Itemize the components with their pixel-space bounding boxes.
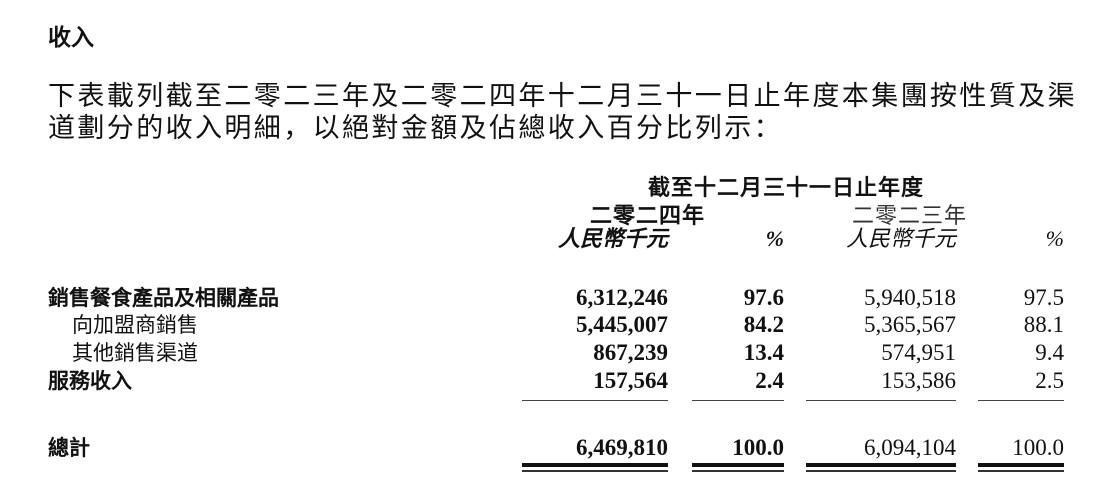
period-header: 截至十二月三十一日止年度 (648, 175, 925, 200)
col-header-pct-2024: % (765, 226, 784, 251)
year-2024-header: 二零二四年 (590, 203, 706, 228)
row-value: 2.4 (755, 368, 784, 393)
total-label: 總計 (48, 436, 90, 460)
total-double-rule (522, 463, 668, 472)
row-value: 5,445,007 (576, 312, 668, 337)
row-value: 97.6 (743, 285, 784, 310)
row-value: 9.4 (1035, 340, 1064, 365)
subtotal-rule (978, 400, 1064, 401)
section-heading: 收入 (48, 25, 94, 50)
row-value: 6,312,246 (576, 285, 668, 310)
total-double-rule (692, 463, 784, 472)
row-value: 88.1 (1023, 312, 1064, 337)
col-header-rmb-2024: 人民幣千元 (557, 226, 668, 251)
row-value: 153,586 (881, 368, 956, 393)
total-rmb-2024: 6,469,810 (576, 435, 668, 460)
subtotal-rule (522, 400, 668, 401)
row-value: 2.5 (1035, 368, 1064, 393)
row-value: 13.4 (743, 340, 784, 365)
row-label: 銷售餐食產品及相關產品 (48, 286, 279, 310)
row-value: 97.5 (1023, 285, 1064, 310)
row-value: 5,365,567 (864, 312, 956, 337)
col-header-rmb-2023: 人民幣千元 (845, 226, 956, 251)
row-value: 867,239 (593, 340, 668, 365)
row-label: 其他銷售渠道 (72, 341, 198, 365)
total-double-rule (978, 463, 1064, 472)
intro-paragraph-line-1: 下表載列截至二零二三年及二零二四年十二月三十一日止年度本集團按性質及渠 (48, 81, 1077, 111)
row-value: 157,564 (593, 368, 668, 393)
total-double-rule (806, 463, 956, 472)
subtotal-rule (692, 400, 784, 401)
year-2023-header: 二零二三年 (852, 203, 968, 228)
total-rmb-2023: 6,094,104 (864, 435, 956, 460)
total-pct-2023: 100.0 (1012, 435, 1064, 460)
subtotal-rule (806, 400, 956, 401)
col-header-pct-2023: % (1045, 226, 1064, 251)
row-value: 574,951 (881, 340, 956, 365)
row-value: 5,940,518 (864, 285, 956, 310)
row-label: 服務收入 (48, 369, 132, 393)
row-label: 向加盟商銷售 (72, 313, 198, 337)
intro-paragraph-line-2: 道劃分的收入明細，以絕對金額及佔總收入百分比列示： (48, 113, 783, 143)
total-pct-2024: 100.0 (732, 435, 784, 460)
row-value: 84.2 (743, 312, 784, 337)
